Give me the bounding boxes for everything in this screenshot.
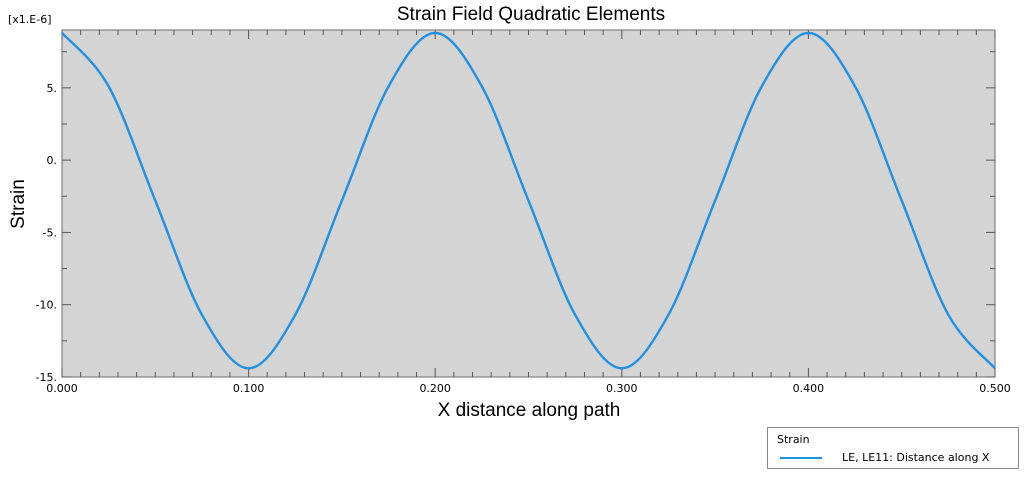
- x-tick-label: 0.500: [979, 382, 1011, 395]
- legend: Strain LE, LE11: Distance along X: [767, 427, 1019, 469]
- y-tick-label: -5.: [43, 226, 57, 239]
- legend-title: Strain: [777, 433, 810, 446]
- x-tick-label: 0.400: [793, 382, 825, 395]
- y-tick-labels: 5. 0. -5. -10. -15.: [36, 82, 57, 384]
- y-tick-label: -15.: [36, 371, 57, 384]
- legend-series-label: LE, LE11: Distance along X: [842, 451, 990, 464]
- axis-ticks: [61, 30, 996, 378]
- y-tick-label: 5.: [47, 82, 58, 95]
- x-tick-label: 0.200: [419, 382, 451, 395]
- y-tick-label: -10.: [36, 299, 57, 312]
- y-multiplier-label: [x1.E-6]: [8, 13, 52, 26]
- x-tick-label: 0.300: [606, 382, 638, 395]
- x-tick-labels: 0.000 0.100 0.200 0.300 0.400 0.500: [46, 382, 1011, 395]
- chart-title: Strain Field Quadratic Elements: [397, 4, 665, 25]
- legend-swatch: [780, 457, 822, 459]
- y-axis-title: Strain: [8, 179, 29, 229]
- x-axis-title: X distance along path: [438, 400, 621, 421]
- x-tick-label: 0.100: [233, 382, 265, 395]
- x-tick-label: 0.000: [46, 382, 78, 395]
- y-tick-label: 0.: [47, 154, 58, 167]
- series-line-le11: [61, 31, 996, 370]
